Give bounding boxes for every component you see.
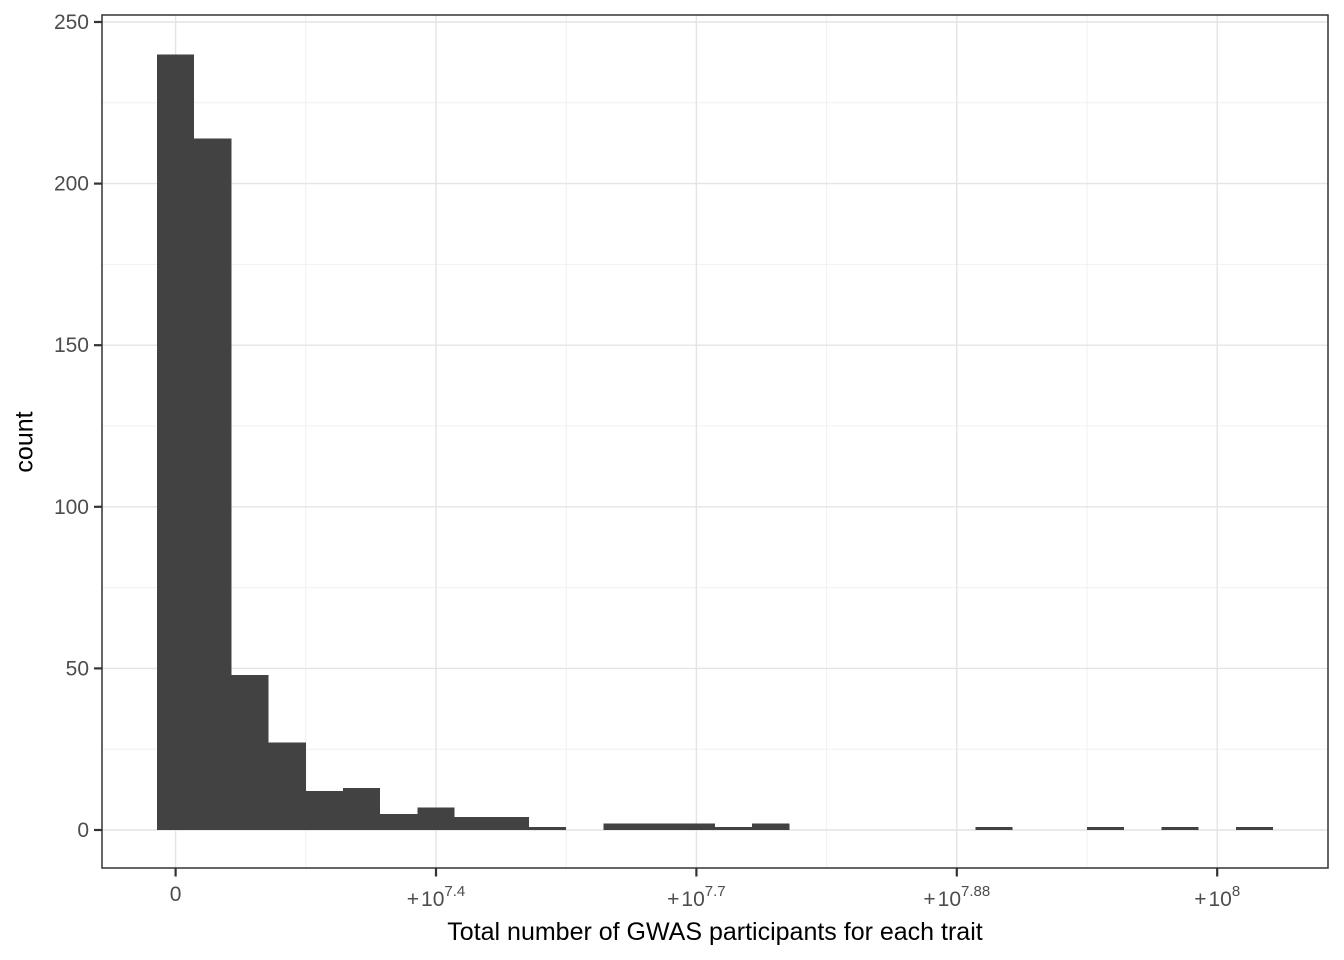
histogram-bar [603,823,641,830]
histogram-bar [752,823,790,830]
histogram-bar [231,674,269,830]
y-tick-label: 0 [77,819,89,842]
x-tick-label-superscript: 7.4 [444,883,465,900]
x-axis-title: Total number of GWAS participants for ea… [447,918,983,946]
histogram-bar [454,817,492,830]
y-tick-label: 250 [54,11,89,34]
histogram-bar [529,826,567,830]
x-axis-labels: 0 +107.4 +107.7 +107.88 +108 [170,883,1240,911]
x-tick-label-base: 10 [938,888,961,911]
x-tick-label-superscript: 7.88 [961,883,990,900]
panel-background [102,15,1328,868]
x-tick-label: +107.4 [407,883,465,911]
x-tick-label-base: 10 [1208,888,1231,911]
histogram-bar [268,742,306,830]
histogram-bar [975,826,1013,830]
x-tick-label-superscript: 8 [1232,883,1240,900]
histogram-bar [380,813,418,830]
x-tick-label-prefix: + [407,888,419,911]
histogram-bar [640,823,678,830]
x-tick-label-base: 10 [681,888,704,911]
x-tick-label-prefix: + [923,888,935,911]
histogram-bar [677,823,715,830]
grid-minor [102,15,1328,868]
histogram-bar [1087,826,1125,830]
x-tick-label: +107.88 [923,883,990,911]
histogram-bar [715,826,753,830]
histogram-bar [305,791,343,830]
axis-ticks [94,20,1219,877]
bars-group [157,54,1273,831]
histogram-bar [417,807,455,830]
x-tick-label: +108 [1194,883,1240,911]
histogram-bar [157,54,195,830]
histogram-bar [194,138,232,831]
histogram-bar [491,817,529,830]
y-tick-label: 200 [54,173,89,196]
y-tick-label: 150 [54,334,89,357]
x-tick-label-prefix: + [1194,888,1206,911]
histogram-bar [1235,826,1273,830]
x-tick-label: +107.7 [667,883,725,911]
x-tick-label-base: 10 [421,888,444,911]
y-axis-title: count [10,411,39,473]
grid-major [102,15,1328,868]
histogram-bar [1161,826,1199,830]
y-axis-labels: 0 50 100 150 200 250 [54,11,89,842]
x-tick-label-prefix: + [667,888,679,911]
histogram-bar [343,787,381,830]
y-tick-label: 50 [66,657,89,680]
y-tick-label: 100 [54,496,89,519]
panel-border [101,14,1329,869]
x-tick-label-superscript: 7.7 [705,883,726,900]
x-tick-label: 0 [170,883,182,906]
